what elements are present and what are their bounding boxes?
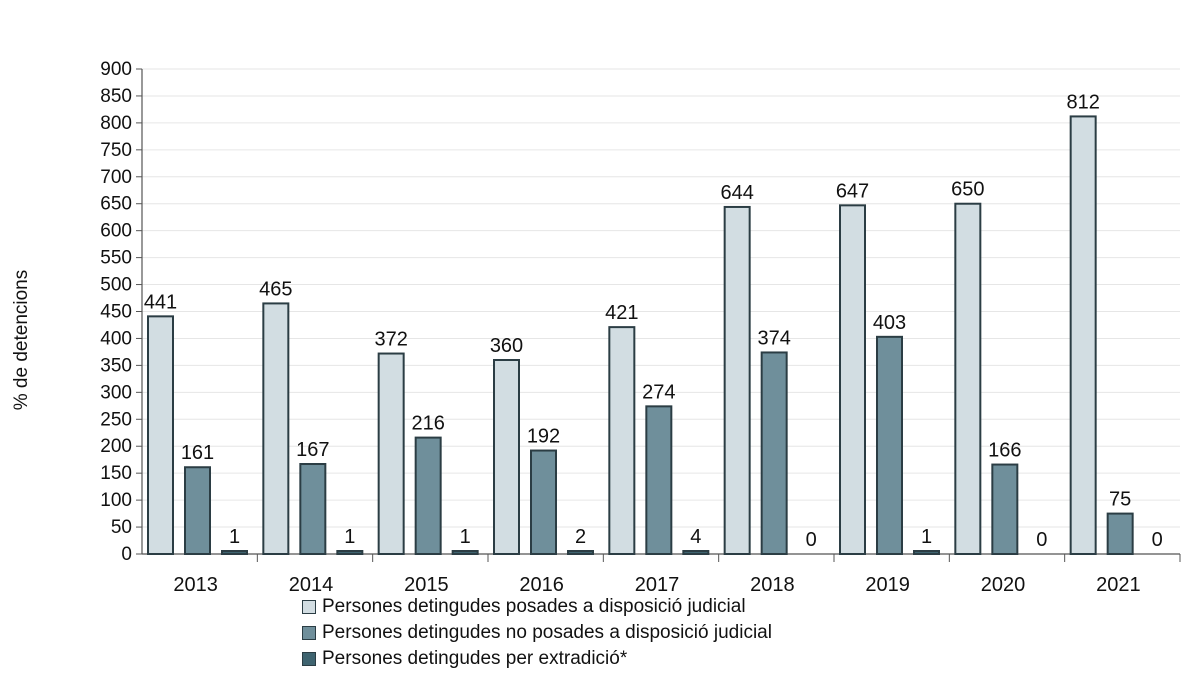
legend-item-disposicio: Persones detingudes posades a disposició… — [302, 594, 772, 620]
legend-swatch-disposicio — [302, 600, 316, 614]
x-tick-label: 2020 — [981, 574, 1026, 596]
y-tick-label: 700 — [100, 167, 132, 188]
y-tick-label: 850 — [100, 86, 132, 107]
y-tick-label: 150 — [100, 463, 132, 484]
bar — [954, 202, 982, 555]
data-label: 0 — [1152, 529, 1163, 551]
data-label: 0 — [806, 529, 817, 551]
y-tick-label: 0 — [121, 544, 132, 565]
bar — [991, 463, 1019, 555]
legend-item-extradicio: Persones detingudes per extradició* — [302, 646, 772, 672]
y-tick-label: 650 — [100, 194, 132, 215]
y-tick-label: 500 — [100, 275, 132, 296]
x-tick-label: 2015 — [404, 574, 449, 596]
bar — [184, 466, 211, 555]
y-tick-label: 550 — [100, 248, 132, 269]
legend-swatch-extradicio — [302, 652, 316, 666]
data-label: 644 — [720, 182, 753, 204]
data-label: 75 — [1109, 489, 1131, 511]
legend-label-extradicio: Persones detingudes per extradició* — [322, 648, 628, 669]
data-label: 650 — [951, 179, 984, 201]
bar — [530, 449, 557, 555]
data-label: 421 — [605, 302, 638, 324]
bar — [760, 351, 788, 556]
bar — [336, 550, 364, 555]
y-axis-label: % de detencions — [11, 269, 32, 411]
bar — [682, 550, 710, 555]
legend-swatch-no-disposicio — [302, 626, 316, 640]
bar — [645, 405, 673, 555]
data-label: 192 — [527, 426, 560, 448]
bar — [1106, 512, 1134, 555]
bar — [262, 302, 290, 555]
data-label: 441 — [144, 291, 177, 313]
data-label: 1 — [921, 526, 932, 548]
data-label: 0 — [1036, 529, 1047, 551]
data-label: 161 — [181, 442, 214, 464]
bar — [493, 359, 520, 555]
y-tick-label: 750 — [100, 140, 132, 161]
y-tick-label: 50 — [111, 517, 132, 538]
y-tick-label: 400 — [100, 328, 132, 349]
legend: Persones detingudes posades a disposició… — [302, 594, 772, 672]
legend-label-no-disposicio: Persones detingudes no posades a disposi… — [322, 622, 772, 643]
y-tick-label: 350 — [100, 355, 132, 376]
data-label: 647 — [836, 180, 869, 202]
data-label: 4 — [690, 526, 701, 548]
bar — [876, 335, 903, 556]
legend-item-no-disposicio: Persones detingudes no posades a disposi… — [302, 620, 772, 646]
legend-label-disposicio: Persones detingudes posades a disposició… — [322, 596, 746, 617]
x-tick-label: 2017 — [635, 574, 680, 596]
bar — [377, 352, 405, 555]
data-label: 372 — [374, 329, 407, 351]
x-tick-label: 2013 — [173, 574, 218, 596]
bar — [451, 550, 479, 555]
bar — [147, 315, 174, 555]
y-tick-label: 250 — [100, 409, 132, 430]
bar — [913, 550, 940, 555]
y-tick-label: 800 — [100, 113, 132, 134]
data-label: 1 — [460, 526, 471, 548]
data-label: 216 — [411, 413, 444, 435]
bar — [567, 550, 594, 555]
x-tick-label: 2018 — [750, 574, 795, 596]
y-tick-label: 450 — [100, 302, 132, 323]
data-label: 274 — [642, 381, 675, 403]
data-label: 2 — [575, 526, 586, 548]
bar — [1069, 115, 1097, 556]
data-label: 1 — [229, 526, 240, 548]
x-tick-label: 2014 — [289, 574, 334, 596]
y-tick-label: 600 — [100, 221, 132, 242]
bar — [299, 463, 327, 555]
bar — [723, 205, 751, 555]
y-tick-label: 200 — [100, 436, 132, 457]
data-label: 1 — [344, 526, 355, 548]
y-tick-label: 900 — [100, 59, 132, 80]
data-label: 166 — [988, 440, 1021, 462]
bar — [839, 204, 866, 555]
x-tick-label: 2016 — [519, 574, 564, 596]
x-tick-label: 2021 — [1096, 574, 1141, 596]
data-label: 167 — [296, 439, 329, 461]
y-tick-label: 100 — [100, 490, 132, 511]
data-label: 360 — [490, 335, 523, 357]
bar — [608, 326, 636, 555]
data-label: 374 — [757, 327, 790, 349]
x-tick-label: 2019 — [865, 574, 910, 596]
data-label: 465 — [259, 278, 292, 300]
y-axis-label-wrap: % de detencions — [2, 270, 42, 411]
bar — [414, 436, 442, 556]
bar — [221, 550, 248, 555]
data-label: 812 — [1066, 91, 1099, 113]
data-label: 403 — [873, 312, 906, 334]
y-tick-label: 300 — [100, 382, 132, 403]
